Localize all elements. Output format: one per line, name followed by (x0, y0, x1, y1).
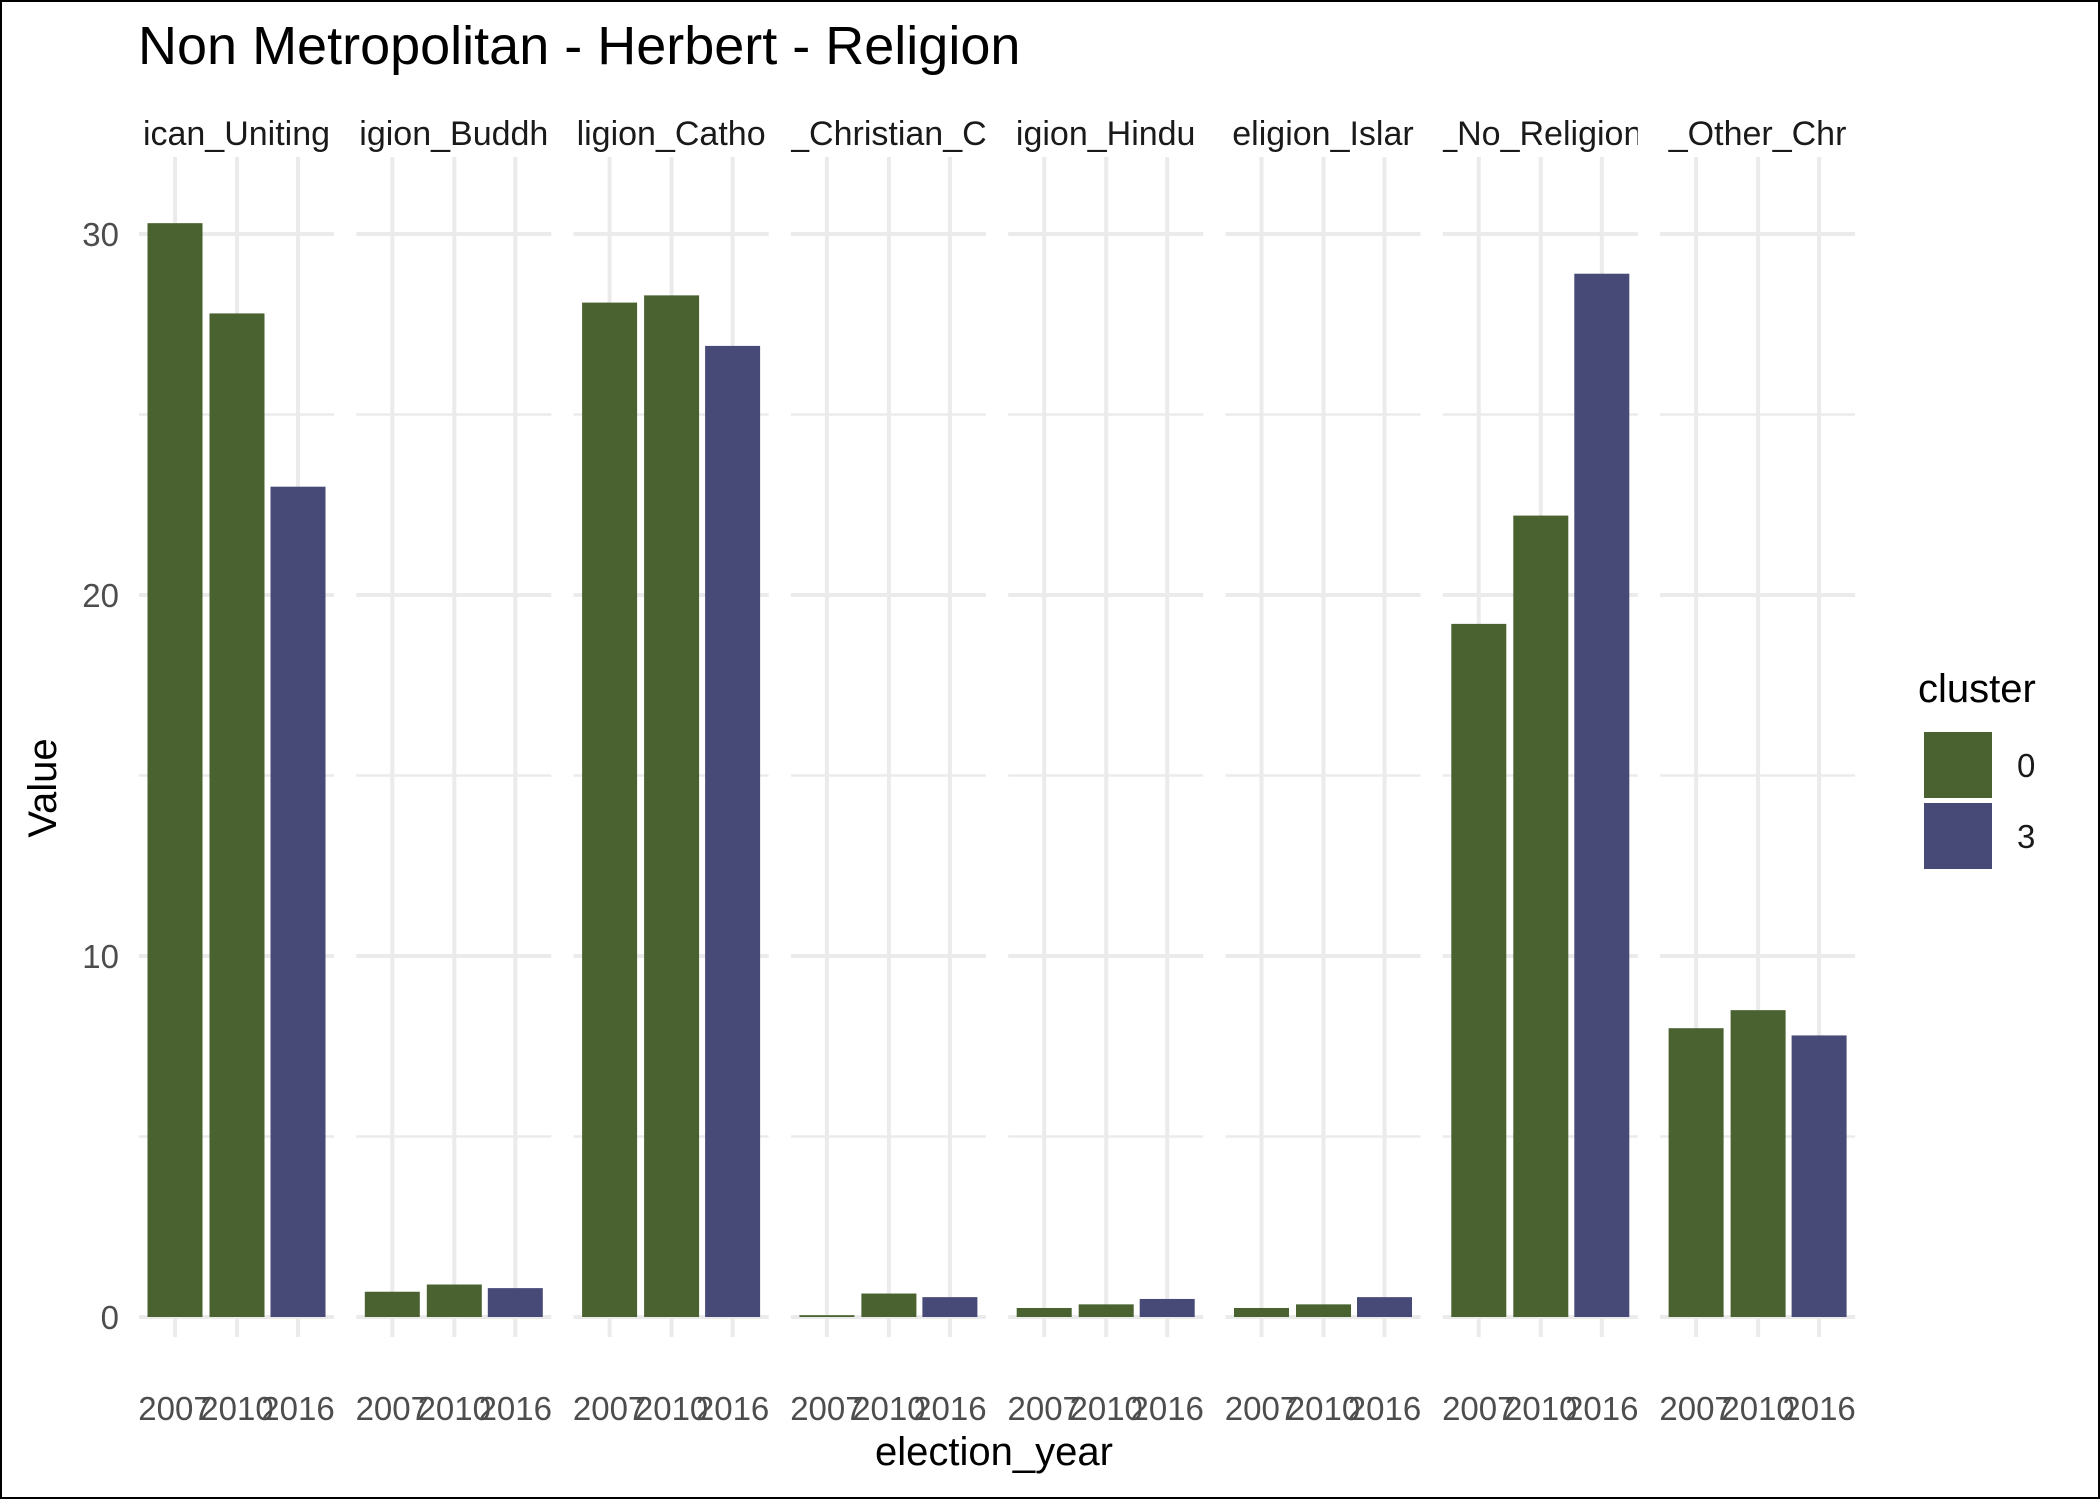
bar (487, 1288, 543, 1317)
bar (1668, 1028, 1724, 1317)
legend: cluster 0 3 (1918, 667, 2036, 869)
y-tick-label: 10 (82, 938, 119, 975)
bar (1574, 273, 1630, 1318)
x-tick-label: 2007 (1225, 1390, 1298, 1427)
x-tick-label: 2016 (1348, 1390, 1421, 1427)
facet-strip-label: igion_Buddh (359, 115, 548, 153)
x-tick-label: 2007 (356, 1390, 429, 1427)
bar (1016, 1307, 1072, 1317)
facet-strip-label: _Christian_C (789, 115, 987, 153)
y-tick-label: 30 (82, 216, 119, 253)
x-tick-label: 2010 (200, 1390, 273, 1427)
facet-panel (356, 157, 552, 1337)
y-axis-title: Value (21, 738, 65, 837)
legend-label: 0 (2017, 747, 2035, 784)
bar (1451, 623, 1507, 1317)
bar (799, 1315, 855, 1317)
x-tick-label: 2007 (1659, 1390, 1732, 1427)
x-tick-label: 2016 (1130, 1390, 1203, 1427)
bar (582, 302, 638, 1318)
x-tick-label: 2016 (913, 1390, 986, 1427)
bar (364, 1291, 420, 1317)
bar (1234, 1307, 1289, 1317)
y-tick-label: 0 (101, 1299, 119, 1336)
facet-strip-label: _Other_Chr (1668, 115, 1847, 153)
bar (1730, 1010, 1786, 1317)
facet-panel (1225, 157, 1421, 1337)
x-tick-label: 2010 (1287, 1390, 1360, 1427)
x-tick-label: 2016 (261, 1390, 334, 1427)
facet-strip-label: ican_Uniting (143, 115, 330, 153)
bar (1296, 1304, 1351, 1317)
x-tick-label: 2016 (479, 1390, 552, 1427)
x-tick-label: 2016 (1565, 1390, 1638, 1427)
facet-strip-label: igion_Hindu (1016, 115, 1196, 153)
bars-layer (147, 223, 1847, 1318)
bar (1139, 1298, 1195, 1317)
bar (705, 345, 761, 1317)
bar (861, 1293, 917, 1317)
x-tick-label: 2007 (573, 1390, 646, 1427)
x-axis-title: election_year (875, 1430, 1113, 1474)
x-tick-label: 2016 (1782, 1390, 1855, 1427)
y-tick-label: 20 (82, 577, 119, 614)
facet-strip-label: _No_Religion (1437, 115, 1642, 153)
bar (1078, 1304, 1134, 1317)
facet-panel (1008, 157, 1204, 1337)
x-tick-label: 2007 (1442, 1390, 1515, 1427)
bar (1357, 1297, 1412, 1317)
x-tick-label: 2010 (635, 1390, 708, 1427)
x-tick-label: 2007 (138, 1390, 211, 1427)
x-tick-label: 2010 (1069, 1390, 1142, 1427)
legend-swatch (1924, 732, 1992, 798)
bar (1513, 515, 1569, 1317)
x-tick-label: 2010 (418, 1390, 491, 1427)
x-tick-label: 2010 (1504, 1390, 1577, 1427)
bar (270, 486, 326, 1317)
bar (644, 295, 700, 1317)
chart-title: Non Metropolitan - Herbert - Religion (138, 16, 1020, 76)
bar (426, 1284, 482, 1317)
x-tick-label: 2007 (790, 1390, 863, 1427)
strip-labels: ican_Uniting igion_Buddh ligion_Catho _Chri… (143, 115, 1846, 153)
legend-title: cluster (1918, 667, 2036, 711)
x-tick-label: 2007 (1007, 1390, 1080, 1427)
bar (922, 1297, 978, 1317)
bar (1791, 1035, 1847, 1317)
bar (147, 223, 203, 1317)
legend-label: 3 (2017, 818, 2035, 855)
x-tick-label: 2016 (696, 1390, 769, 1427)
facet-strip-label: eligion_Islar (1232, 115, 1413, 153)
bar (209, 313, 265, 1317)
facet-strip-label: ligion_Catho (577, 115, 766, 153)
y-tick-labels: 0 10 20 30 (82, 216, 119, 1336)
x-tick-label: 2010 (852, 1390, 925, 1427)
legend-swatch (1924, 803, 1992, 869)
x-tick-label: 2010 (1721, 1390, 1794, 1427)
facet-panel (790, 157, 986, 1337)
